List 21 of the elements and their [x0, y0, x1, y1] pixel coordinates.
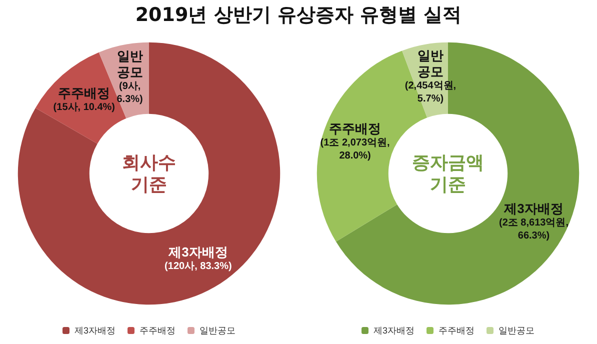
data-label: (120사, 83.3%) — [164, 261, 232, 272]
data-label: (1조 2,073억원, 28.0%) — [320, 137, 390, 162]
slice-label: 제3자배정 — [168, 244, 228, 260]
data-label: (2조 8,613억원, 66.3%) — [499, 218, 569, 242]
data-label: (2,454억원, 5.7%) — [404, 80, 456, 105]
legend-label: 주주배정 — [140, 326, 176, 336]
legend-label: 제3자배정 — [74, 326, 116, 336]
chart-title: 2019년 상반기 유상증자 유형별 실적 — [134, 3, 463, 28]
legend-label: 일반공모 — [200, 326, 236, 336]
slice-label: 일반공모 — [417, 48, 444, 80]
text: 증자금액 기준 — [412, 152, 484, 196]
legend-label: 제3자배정 — [373, 326, 415, 336]
slice-label: 일반공모 — [116, 48, 143, 80]
text: 회사수 기준 — [122, 152, 176, 196]
data-label: (9사, 6.3%) — [116, 81, 143, 106]
data-label: (15사, 10.4%) — [53, 102, 115, 114]
slice-label: 주주배정 — [58, 86, 110, 101]
legend-label: 주주배정 — [438, 326, 475, 336]
legend-label: 일반공모 — [498, 326, 535, 336]
slice-label: 주주배정 — [329, 120, 382, 136]
slice-label: 제3자배정 — [503, 201, 564, 216]
